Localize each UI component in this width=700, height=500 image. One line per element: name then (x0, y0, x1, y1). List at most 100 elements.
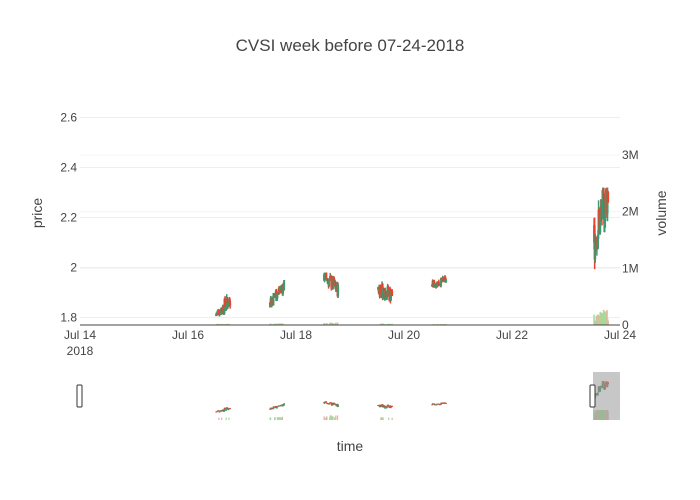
x-tick-label: Jul 18 (280, 328, 312, 342)
range-slider-volume-bar (324, 417, 326, 420)
candle-body (437, 281, 440, 285)
y-tick-label: 2.2 (60, 211, 77, 225)
range-slider-volume-bar (221, 417, 223, 420)
price-series[interactable] (215, 187, 610, 317)
candle-body (383, 298, 386, 301)
candle-body (389, 289, 392, 301)
range-slider-volume-bar (228, 417, 230, 420)
range-slider-candle (385, 407, 388, 409)
range-slider-candle (227, 408, 229, 410)
range-slider-candle (218, 410, 220, 412)
range-slider-candle (382, 405, 384, 408)
volume-bar (220, 323, 223, 325)
range-slider-candle (335, 405, 338, 407)
range-slider-volume-bar (330, 415, 332, 420)
range-slider-candle (220, 410, 223, 412)
range-slider-volume-bar (334, 417, 336, 420)
volume-bar (269, 323, 272, 325)
y-tick-label: 2.6 (60, 111, 77, 125)
y2-tick-label: 3M (622, 148, 639, 162)
range-slider-volume-bar (335, 415, 337, 420)
volume-bar (595, 316, 598, 325)
candle-body (597, 234, 600, 249)
range-slider-candle (226, 407, 229, 409)
candle-body (603, 194, 606, 225)
volume-bar (606, 310, 608, 325)
candle-body (325, 272, 328, 279)
range-slider-volume-bar (336, 415, 339, 420)
range-slider-candle (380, 404, 382, 406)
candle-body (226, 297, 229, 303)
range-slider-volume-bar (382, 417, 384, 420)
y2-tick-label: 0 (622, 318, 629, 332)
range-slider-candle (222, 409, 225, 411)
range-slider-candle (385, 405, 387, 408)
range-slider[interactable] (76, 372, 620, 420)
range-slider-candle (438, 403, 440, 405)
candle-body (227, 305, 230, 307)
grid-lines (80, 117, 620, 318)
range-slider-candle (223, 410, 225, 412)
x-tick-sublabel: 2018 (67, 344, 94, 358)
range-slider-candle (334, 403, 337, 405)
volume-bar (598, 315, 600, 325)
range-slider-candle (215, 411, 218, 413)
volume-bar (335, 322, 337, 325)
range-slider-candle (276, 407, 278, 409)
chart-title: CVSI week before 07-24-2018 (236, 36, 465, 55)
volume-bar (601, 313, 604, 325)
range-slider-volume-bar (281, 416, 284, 420)
range-slider-candle (442, 402, 445, 404)
y-axis-ticks: 1.8 2 2.2 2.4 2.6 (60, 111, 77, 325)
y-tick-label: 2 (70, 261, 77, 275)
x-tick-label: Jul 22 (496, 328, 528, 342)
candle-body (599, 213, 602, 233)
candle-body (382, 288, 385, 299)
candle-body (224, 298, 227, 307)
candle-body (220, 308, 223, 315)
volume-bar (336, 322, 339, 325)
x-tick-label: Jul 24 (604, 328, 636, 342)
volume-bar (329, 322, 332, 325)
volume-bar (391, 323, 393, 325)
y2-axis-ticks: 0 1M 2M 3M (622, 148, 639, 332)
range-slider-candle (325, 401, 328, 403)
candle-body (272, 293, 275, 306)
range-slider-candle (387, 404, 389, 407)
range-slider-candle (218, 411, 221, 413)
range-slider-candle (221, 410, 224, 412)
range-slider-volume-bar (277, 417, 280, 420)
range-slider-handle-left[interactable] (76, 384, 83, 408)
range-slider-candle (323, 401, 325, 404)
range-slider-background (80, 372, 620, 420)
volume-bar (386, 323, 389, 325)
range-slider-volume-bar (225, 417, 227, 420)
volume-bar (330, 322, 333, 325)
range-slider-candle (379, 404, 382, 408)
x-tick-label: Jul 14 (64, 328, 96, 342)
candle-body (389, 296, 392, 301)
candle-body (443, 276, 446, 282)
candle-body (442, 277, 445, 280)
range-slider-candle (224, 407, 226, 410)
candle-body (433, 281, 436, 287)
candle-body (601, 189, 604, 219)
range-slider-volume-bar (270, 417, 272, 420)
volume-bar (333, 323, 336, 325)
range-slider-candle (227, 409, 230, 411)
range-slider-volume-bar (274, 416, 276, 420)
candle-body (602, 188, 605, 195)
range-slider-candle (431, 404, 433, 406)
candle-body (440, 278, 443, 286)
range-slider-volume-bar (381, 417, 383, 420)
candle-body (445, 279, 448, 282)
range-slider-candle (274, 407, 276, 409)
range-slider-candle (283, 403, 285, 406)
range-slider-candle (335, 404, 337, 406)
candle-body (386, 295, 389, 299)
candle-body (604, 203, 607, 222)
range-slider-handle-right[interactable] (589, 384, 596, 408)
candle-body (594, 238, 597, 260)
candle-body (324, 272, 327, 280)
